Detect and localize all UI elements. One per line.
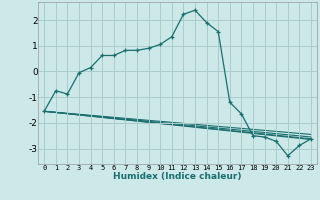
X-axis label: Humidex (Indice chaleur): Humidex (Indice chaleur) [113,172,242,181]
